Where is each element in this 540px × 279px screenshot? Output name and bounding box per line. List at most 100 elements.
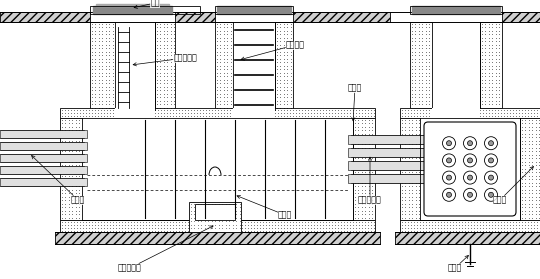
Point	[87, 74, 96, 78]
Point	[226, 28, 235, 33]
Point	[170, 46, 178, 50]
Text: ビニル電線: ビニル電線	[358, 157, 382, 205]
Point	[535, 173, 540, 178]
Point	[454, 219, 463, 224]
Point	[282, 25, 291, 29]
Point	[212, 63, 221, 68]
Point	[531, 166, 540, 171]
Point	[521, 184, 529, 188]
Point	[430, 113, 439, 118]
Point	[190, 212, 198, 216]
Point	[488, 91, 496, 96]
Bar	[420, 118, 520, 220]
Point	[407, 25, 416, 29]
Point	[159, 107, 168, 112]
Point	[364, 212, 373, 216]
Point	[401, 173, 409, 178]
Point	[108, 32, 117, 36]
Point	[243, 225, 252, 230]
Point	[354, 145, 362, 150]
Point	[403, 222, 412, 227]
Point	[249, 222, 258, 227]
Point	[484, 60, 493, 64]
Circle shape	[468, 158, 472, 163]
Point	[354, 131, 362, 136]
Point	[102, 107, 111, 112]
Point	[60, 198, 69, 202]
Point	[286, 49, 295, 54]
Point	[207, 219, 216, 223]
Point	[279, 98, 288, 103]
Point	[166, 46, 175, 50]
Point	[87, 107, 96, 112]
Point	[397, 149, 406, 153]
Point	[68, 170, 76, 174]
Point	[361, 212, 369, 216]
Point	[408, 159, 416, 164]
Point	[495, 53, 503, 57]
Point	[505, 225, 514, 230]
Point	[96, 222, 105, 227]
Point	[430, 107, 439, 112]
Point	[276, 81, 285, 85]
Point	[222, 225, 231, 230]
Point	[350, 180, 359, 185]
Point	[415, 205, 423, 209]
Point	[152, 95, 161, 99]
Point	[531, 201, 540, 206]
Point	[60, 156, 69, 160]
Point	[324, 228, 333, 233]
Point	[226, 63, 235, 68]
Point	[108, 42, 117, 47]
Point	[71, 138, 80, 143]
Point	[153, 219, 162, 224]
Point	[81, 110, 90, 115]
Point	[348, 222, 357, 227]
Point	[357, 191, 366, 195]
Point	[225, 222, 234, 227]
Point	[477, 88, 486, 92]
Point	[424, 49, 433, 54]
Point	[72, 219, 81, 224]
Point	[98, 88, 106, 92]
Point	[222, 32, 231, 36]
Point	[87, 25, 96, 29]
Point	[364, 184, 373, 188]
Point	[225, 219, 234, 224]
Point	[201, 107, 210, 112]
Point	[211, 205, 219, 209]
Point	[279, 110, 288, 115]
Point	[350, 215, 359, 220]
Point	[144, 113, 153, 118]
Point	[411, 42, 420, 47]
Point	[521, 191, 529, 195]
Point	[71, 124, 80, 129]
Point	[168, 219, 177, 224]
Point	[170, 53, 178, 57]
Point	[417, 74, 426, 78]
Point	[75, 121, 83, 125]
Point	[272, 60, 281, 64]
Point	[401, 135, 409, 139]
Point	[163, 25, 171, 29]
Point	[524, 201, 533, 206]
Point	[68, 138, 76, 143]
Point	[315, 225, 324, 230]
Point	[279, 63, 288, 68]
Point	[135, 222, 144, 227]
Point	[166, 70, 175, 75]
Point	[186, 219, 195, 224]
Point	[71, 187, 80, 192]
Point	[368, 198, 376, 202]
Point	[212, 70, 221, 75]
Point	[228, 205, 237, 209]
Point	[433, 222, 442, 227]
Point	[495, 28, 503, 33]
Point	[152, 102, 161, 106]
Point	[531, 145, 540, 150]
Point	[364, 145, 373, 150]
Point	[183, 228, 192, 233]
Point	[105, 42, 113, 47]
Point	[282, 77, 291, 82]
Point	[495, 42, 503, 47]
